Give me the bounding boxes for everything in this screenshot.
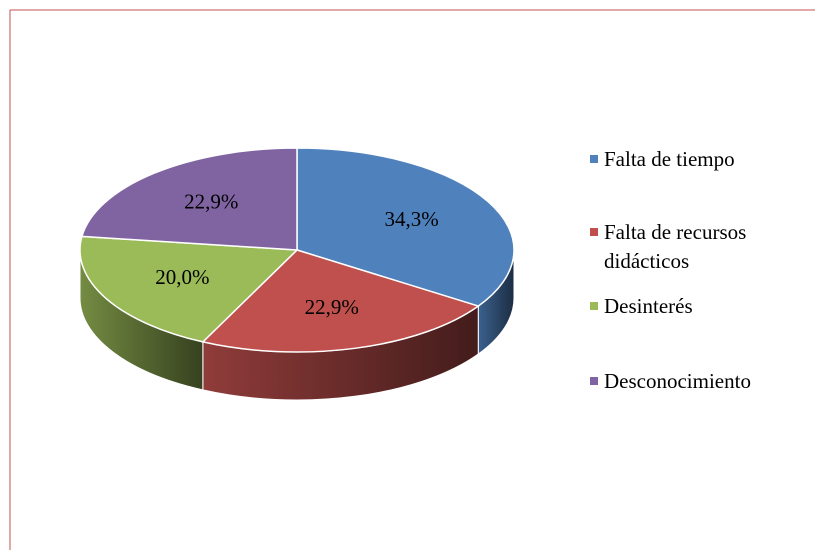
legend-item: Desconocimiento: [590, 367, 815, 396]
legend-key: [590, 155, 598, 163]
legend-item: Falta de recursos didácticos: [590, 218, 815, 276]
legend-label: Desconocimiento: [604, 369, 751, 393]
data-label: 22,9%: [305, 295, 359, 319]
pie-tops: [79, 147, 515, 353]
legend-label: Desinterés: [604, 294, 693, 318]
legend-key: [590, 377, 598, 385]
legend-key: [590, 228, 598, 236]
data-label: 22,9%: [184, 190, 238, 214]
pie-slice: [79, 235, 299, 343]
legend-item: Falta de tiempo: [590, 145, 815, 174]
data-labels: 34,3% 22,9% 20,0% 22,9%: [155, 190, 438, 319]
legend-key: [590, 302, 598, 310]
legend-label: Falta de tiempo: [604, 147, 735, 171]
data-label: 34,3%: [384, 207, 438, 231]
legend-label: Falta de recursos didácticos: [604, 220, 747, 273]
legend-item: Desinterés: [590, 292, 815, 321]
pie-slice: [80, 147, 298, 251]
data-label: 20,0%: [155, 265, 209, 289]
